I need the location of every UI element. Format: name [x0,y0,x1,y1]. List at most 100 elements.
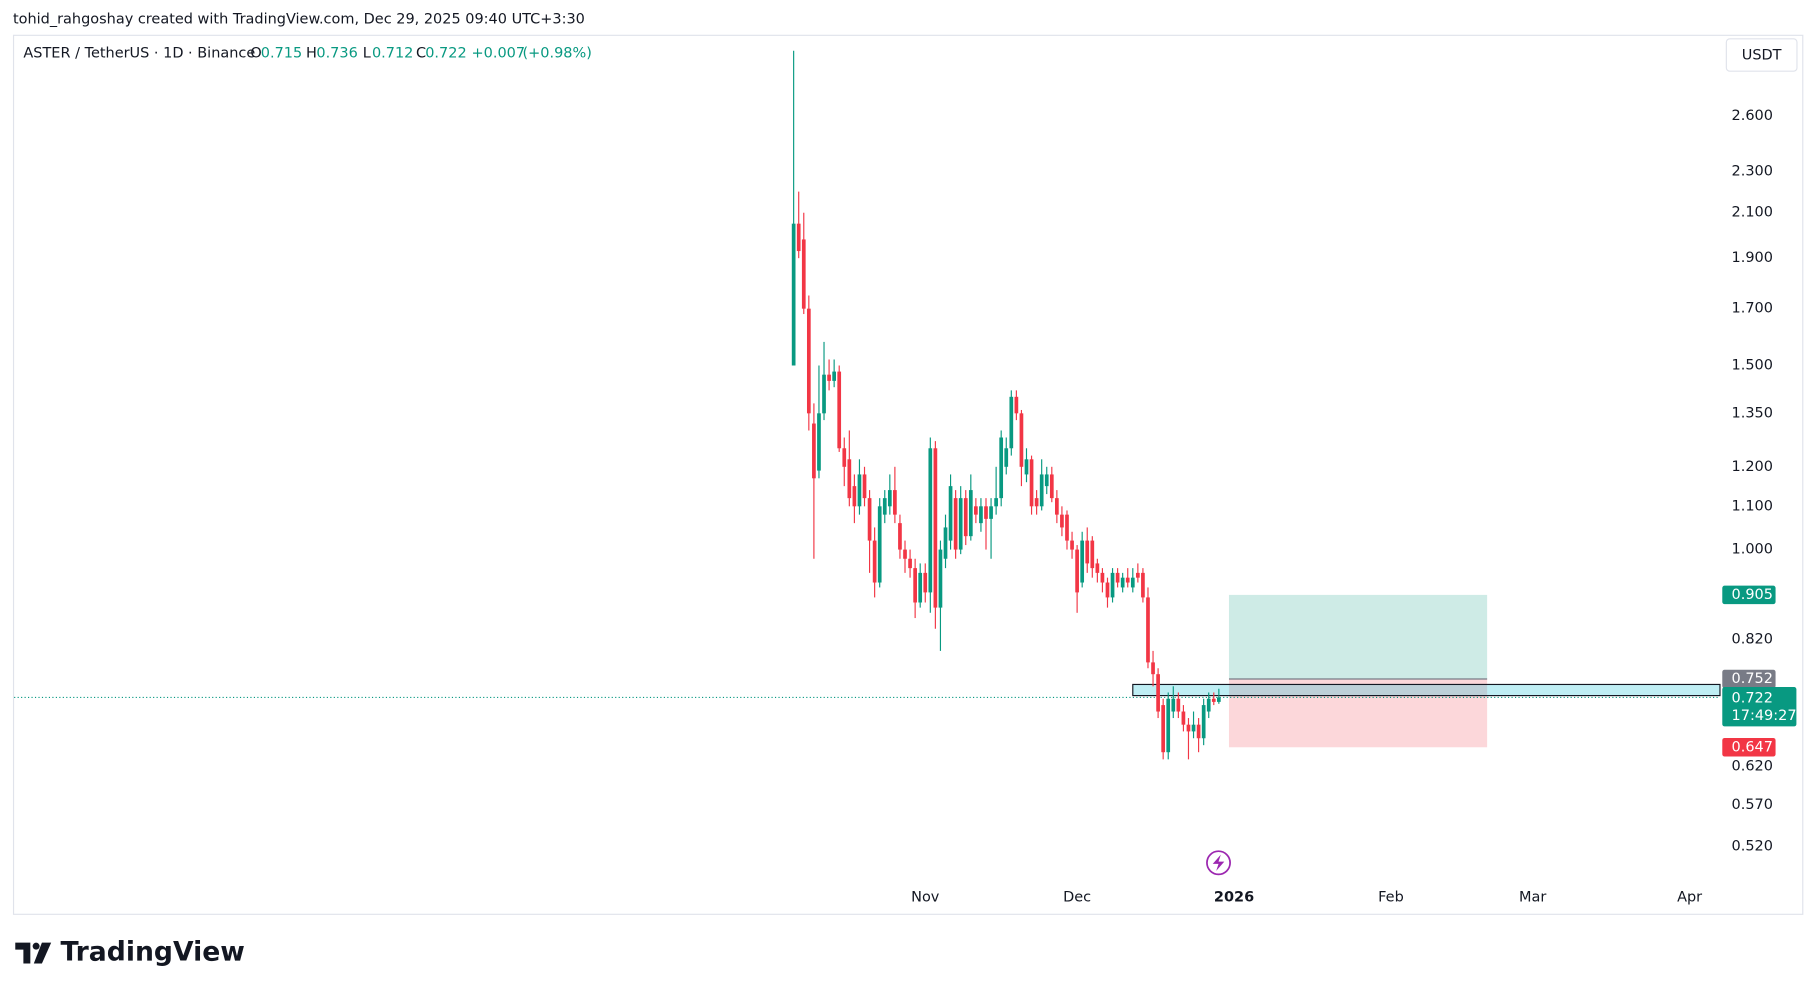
candle-body [953,498,958,550]
chart-frame [12,34,1804,915]
ohlc-value: 0.722 [425,45,466,61]
candle-body [974,506,978,515]
candle-body [812,423,816,479]
candle-body [958,498,963,550]
x-tick-label: Dec [1063,890,1091,906]
candle-body [817,413,821,471]
y-tick-label: 1.700 [1732,301,1773,317]
candle-body [1070,540,1074,550]
candle-body [1191,724,1196,732]
y-tick-label: 1.500 [1732,357,1773,373]
candle-body [1105,582,1110,598]
entry-label-box [1722,669,1776,689]
candle-body [1176,698,1181,712]
candle-body [1039,474,1044,507]
candle-body [1211,698,1216,702]
candle-body [1216,697,1221,702]
candle-body [1085,540,1090,564]
candle-body [989,506,993,519]
candle-body [1136,572,1140,578]
candle-body [1014,396,1019,414]
y-tick-label: 2.100 [1732,205,1773,221]
candle-body [979,506,983,524]
candle-body [1201,705,1206,739]
price-label: 0.722 [1732,691,1773,707]
candle-body [1029,459,1034,507]
candle-body [984,506,988,519]
candle-body [908,558,912,569]
ohlc-value: 0.712 [372,45,413,61]
candle-body [928,448,933,593]
candle-body [913,568,917,603]
candle-body [827,374,831,381]
candle-body [933,448,938,608]
price-label-box [1722,687,1797,727]
candle-body [1065,514,1069,541]
symbol-title: ASTER / TetherUS · 1D · Binance [23,45,255,61]
candle-body [1075,549,1079,593]
candle-body [994,498,998,507]
zone-box [1132,683,1721,697]
candle-body [963,498,968,537]
candle-body [1110,572,1115,598]
stop-label-box [1722,738,1776,757]
currency[interactable]: USDT [1742,48,1782,64]
candle-body [938,549,943,608]
candle-body [1095,563,1100,573]
candle-body [903,549,907,559]
candle-body [887,490,892,507]
candle-body [882,498,887,515]
y-tick-label: 1.100 [1732,498,1773,514]
candle-body [1004,448,1009,467]
x-tick-label: Apr [1677,890,1702,906]
target-label: 0.905 [1732,587,1773,603]
profit-zone [1228,594,1488,679]
currency-box[interactable] [1725,38,1798,72]
x-tick-label: 2026 [1214,890,1254,906]
candle-body [1024,459,1029,475]
candle-body [1156,674,1160,712]
logo-text: TradingView [60,937,244,968]
candle-body [857,474,862,507]
ohlc-label: O [250,45,261,61]
candle-body [1141,572,1145,598]
candle-body [1186,724,1191,732]
candle-body [1130,577,1135,588]
y-tick-label: 0.520 [1732,838,1773,854]
candle-body [1166,698,1171,753]
ohlc-value: 0.715 [261,45,302,61]
candle-body [1161,705,1166,753]
candle-body [1115,572,1120,583]
candle-body [1009,396,1014,449]
candle-body [1049,474,1054,499]
candle-body [796,223,801,252]
candle-body [943,527,948,559]
candle-body [948,486,953,541]
y-tick-label: 1.900 [1732,250,1773,266]
candle-body [822,374,826,414]
ohlc-value: 0.736 [316,45,357,61]
candle-body [923,572,928,593]
logo [15,942,52,964]
candle-body [867,498,872,541]
candle-body [999,437,1004,499]
loss-zone [1228,678,1488,748]
candle-body [1125,577,1130,583]
candle-body [862,474,867,499]
y-tick-label: 1.350 [1732,405,1773,421]
events-icon[interactable] [1206,850,1231,876]
y-tick-label: 1.200 [1732,459,1773,475]
candle-body [1034,498,1039,507]
candle-body [872,540,877,583]
ohlc-label: L [363,45,371,61]
y-tick-label: 0.820 [1732,632,1773,648]
change: +0.007 [472,45,526,61]
candle-body [898,523,902,550]
candle-body [842,448,847,467]
y-tick-label: 1.000 [1732,542,1773,558]
candle-body [837,371,842,449]
candle-body [1090,540,1095,569]
y-tick-label: 2.300 [1732,163,1773,179]
candle-body [806,308,811,414]
